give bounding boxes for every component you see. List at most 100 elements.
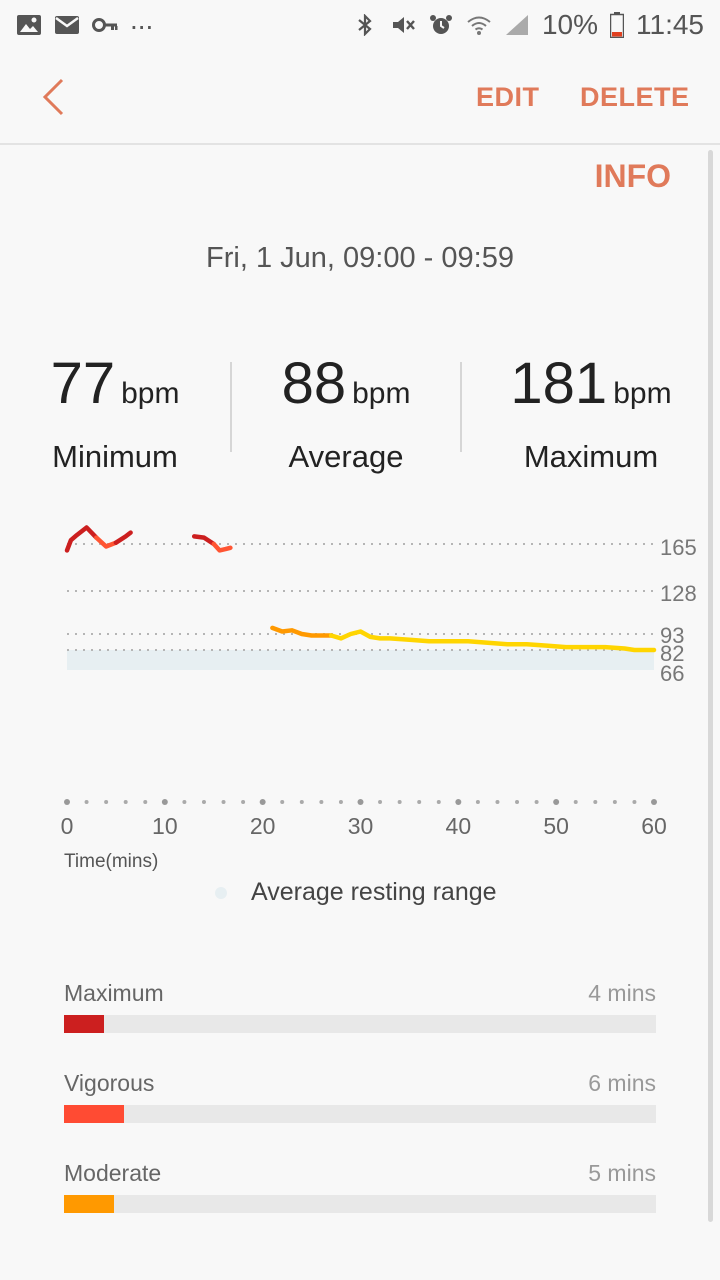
x-axis-label: Time(mins) [64, 851, 158, 872]
stat-minimum: 77 bpm Minimum [0, 350, 230, 475]
more-notifications-indicator: ... [130, 4, 154, 35]
clock: 11:45 [636, 9, 704, 40]
x-axis-dot [632, 800, 637, 804]
x-tick-label: 0 [61, 813, 74, 839]
resting-range-band [67, 650, 654, 670]
x-axis-dot [436, 800, 441, 804]
heart-rate-line [113, 530, 133, 545]
x-axis-dot [259, 799, 266, 805]
x-axis-dot [553, 799, 560, 805]
minimum-label: Minimum [52, 439, 178, 474]
zone-track [64, 1015, 656, 1033]
y-tick-label: 128 [660, 581, 697, 606]
zone-duration: 6 mins [588, 1070, 656, 1096]
stat-divider [460, 362, 462, 452]
x-tick-label: 50 [543, 813, 569, 839]
battery-icon [610, 12, 624, 38]
x-axis-dot [338, 800, 343, 804]
x-tick-label: 40 [446, 813, 472, 839]
zone-label: Moderate [64, 1160, 162, 1186]
zone-fill [64, 1105, 125, 1123]
x-axis-dot [241, 800, 246, 804]
maximum-value: 181 [510, 351, 608, 416]
zone-duration: 4 mins [588, 980, 656, 1006]
key-icon [92, 18, 118, 32]
heart-rate-line [191, 534, 217, 547]
x-axis-dot [417, 800, 422, 804]
average-unit: bpm [352, 377, 411, 410]
maximum-label: Maximum [523, 439, 659, 474]
x-axis-dot [123, 800, 128, 804]
action-bar: EDIT DELETE [0, 50, 720, 145]
signal-icon [505, 15, 528, 35]
x-axis-dot [515, 800, 520, 804]
heart-rate-line [270, 625, 334, 638]
average-label: Average [288, 439, 404, 474]
x-tick-label: 60 [641, 813, 667, 839]
y-tick-label: 66 [660, 661, 684, 686]
x-tick-label: 30 [348, 813, 374, 839]
average-value: 88 [281, 351, 347, 416]
stat-average: 88 bpm Average [231, 350, 461, 475]
status-right: 10% 11:45 [352, 9, 704, 41]
minimum-value: 77 [50, 351, 116, 416]
edit-button[interactable]: EDIT [476, 82, 540, 112]
x-axis-dot [593, 800, 598, 804]
x-axis-dot [64, 799, 70, 805]
stat-maximum: 181 bpm Maximum [476, 350, 706, 475]
zone-moderate: Moderate 5 mins [64, 1160, 656, 1213]
x-axis-dot [182, 800, 187, 804]
legend-label: Average resting range [251, 878, 497, 906]
mail-icon [55, 16, 79, 34]
date-range: Fri, 1 Jun, 09:00 - 09:59 [206, 242, 514, 274]
x-axis-dot [397, 800, 402, 804]
zone-label: Maximum [64, 980, 164, 1006]
y-tick-label: 93 [660, 623, 684, 648]
stat-divider [230, 362, 232, 452]
zone-maximum: Maximum 4 mins [64, 980, 656, 1033]
x-axis-dot [455, 799, 462, 805]
zone-vigorous: Vigorous 6 mins [64, 1070, 656, 1123]
y-tick-label: 82 [660, 641, 684, 666]
maximum-unit: bpm [613, 377, 672, 410]
x-axis-dot [651, 799, 657, 805]
x-axis-dot [475, 800, 480, 804]
back-arrow-icon[interactable] [30, 72, 80, 122]
x-axis-dot [221, 800, 226, 804]
x-axis-dot [319, 800, 324, 804]
bluetooth-icon [358, 14, 372, 36]
x-axis-dot [201, 800, 206, 804]
x-tick-label: 10 [152, 813, 178, 839]
heart-rate-line [328, 629, 657, 653]
x-axis-dot [143, 800, 148, 804]
x-axis-dot [104, 800, 109, 804]
zone-fill [64, 1195, 115, 1213]
zone-track [64, 1105, 656, 1123]
x-axis-dot [534, 800, 539, 804]
image-icon [17, 15, 41, 35]
chart-legend: Average resting range [215, 878, 497, 907]
resting-range-swatch [215, 886, 227, 899]
zone-track [64, 1195, 656, 1213]
mute-icon [392, 17, 415, 33]
heart-rate-line [211, 541, 233, 553]
x-axis-dot [280, 800, 285, 804]
status-bar: ... 10% 11:45 [0, 0, 720, 50]
zone-duration: 5 mins [588, 1160, 656, 1186]
scrollbar[interactable] [708, 150, 713, 1222]
heart-rate-line [94, 535, 119, 549]
delete-button[interactable]: DELETE [580, 82, 690, 112]
x-axis-dot [378, 800, 383, 804]
x-axis-dot [84, 800, 89, 804]
x-axis-dot [495, 800, 500, 804]
x-axis-dot [299, 800, 304, 804]
zone-label: Vigorous [64, 1070, 155, 1096]
x-tick-label: 20 [250, 813, 276, 839]
x-axis-dot [573, 800, 578, 804]
x-axis-dot [161, 799, 168, 805]
info-button[interactable]: INFO [594, 158, 671, 194]
minimum-unit: bpm [121, 377, 180, 410]
x-axis-dot [357, 799, 364, 805]
wifi-icon [467, 16, 491, 35]
